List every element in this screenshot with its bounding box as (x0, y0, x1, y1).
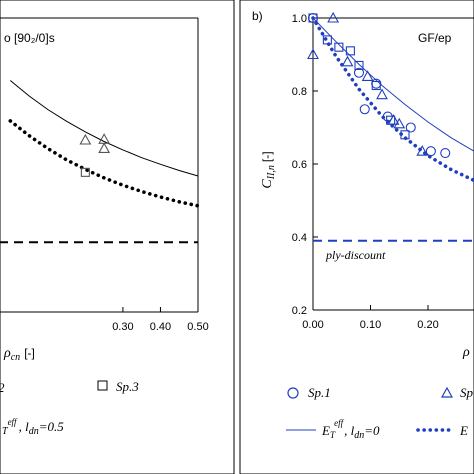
data-point-circle (405, 122, 416, 133)
x-tick-label: 0.20 (417, 319, 438, 331)
data-point-circle (353, 67, 365, 78)
panel-b-x-axis-label: ρ (462, 345, 470, 360)
data-point-square (345, 46, 355, 56)
x-tick-label: 0.30 (112, 321, 133, 333)
x-tick-label: 0.00 (302, 319, 323, 331)
legend-b-sup-eff: eff (334, 418, 344, 428)
x-tick-label: 0.40 (150, 321, 171, 333)
data-point-triangle (79, 133, 92, 145)
x-tick-label: 0.10 (360, 319, 381, 331)
legend-a-sup-eff: eff (8, 417, 18, 427)
data-point-triangle (361, 70, 374, 81)
data-point-square (371, 80, 381, 91)
panel-a-annotation: o [90₂/0]s (4, 31, 55, 45)
legend-label-sp1: Sp.1 (308, 385, 331, 400)
panel-b-annotation: GF/ep (418, 31, 452, 45)
legend-a-dn: dn (29, 426, 39, 437)
data-point-circle (440, 148, 451, 159)
data-point-square (354, 60, 364, 71)
panel-b-y-axis-label: CII,n [-] (260, 151, 277, 188)
panel-b-marks: 0.00 0.10 0.20 0.2 0.4 0.6 0.8 1.0 (292, 11, 474, 331)
panel-b-ylabel-unit: [-] (260, 151, 274, 162)
legend-b-sub-t: T (330, 430, 336, 440)
legend-b-l: l (351, 423, 355, 438)
legend-square-marker (97, 380, 108, 391)
data-point-triangle (98, 142, 111, 154)
panel-b-ylabel-sub: II,n (266, 165, 277, 180)
legend-b-dn: dn (354, 430, 364, 441)
legend-a-value: =0.5 (39, 419, 65, 434)
panel-a-xlabel-main: ρ (3, 346, 11, 361)
data-point-circle (425, 146, 436, 157)
panel-b-dashed-label: ply-discount (325, 248, 386, 262)
series-line-solid (9, 80, 199, 177)
legend-label-sp2: Sp.2 (460, 385, 474, 400)
data-point-triangle (327, 11, 340, 23)
y-tick-label: 1.0 (292, 13, 307, 25)
legend-triangle-marker (440, 386, 454, 398)
y-tick-label: 0.2 (292, 305, 307, 317)
legend-label-dotted: E (459, 423, 468, 438)
y-tick-label: 0.8 (292, 86, 307, 98)
panel-b-legend: Sp.1 Sp.2 ETeff, ldn=0 E (286, 385, 474, 441)
legend-label-et-eff-0: ETeff, ldn=0 (321, 418, 380, 441)
panel-a-xlabel-unit: [-] (24, 346, 35, 360)
panel-a-x-axis-label: ρcn [-] (3, 346, 35, 363)
panel-a-plot: o [90₂/0]s (0, 17, 199, 313)
legend-b-value: =0 (364, 423, 380, 438)
legend-label-sp3: Sp.3 (116, 379, 139, 394)
y-tick-label: 0.6 (292, 159, 307, 171)
data-point-square (334, 42, 344, 52)
series-line-dotted (311, 16, 474, 183)
series-line-dotted (8, 119, 200, 208)
data-point-triangle (376, 88, 388, 100)
data-point-triangle (341, 55, 354, 67)
data-point-triangle (393, 117, 406, 129)
panel-b-border (239, 0, 474, 474)
panel-a-marks: 0.30 0.40 0.50 (0, 80, 209, 333)
series-line-solid (312, 17, 474, 152)
panel-b-ylabel-main: C (260, 179, 275, 189)
panel-a-border (0, 0, 235, 474)
panel-b-label: b) (252, 9, 263, 23)
data-point-circle (359, 104, 370, 115)
data-point-square (308, 13, 318, 23)
panel-a-legend-fragment: 2 (0, 380, 5, 395)
panel-a-legend: 2 Sp.3 Teff, ldn=0.5 (0, 379, 139, 437)
data-point-triangle (307, 48, 319, 60)
y-tick-label: 0.4 (292, 232, 307, 244)
legend-b-e: E (321, 423, 330, 438)
legend-a-l: l (25, 419, 29, 434)
x-tick-label: 0.50 (187, 321, 208, 333)
panel-a-xlabel-sub: cn (11, 352, 20, 363)
legend-label-et-eff-05: Teff, ldn=0.5 (2, 417, 64, 437)
legend-circle-marker (287, 387, 299, 399)
legend-a-sub-t: T (2, 426, 9, 437)
data-point-square (80, 167, 90, 177)
